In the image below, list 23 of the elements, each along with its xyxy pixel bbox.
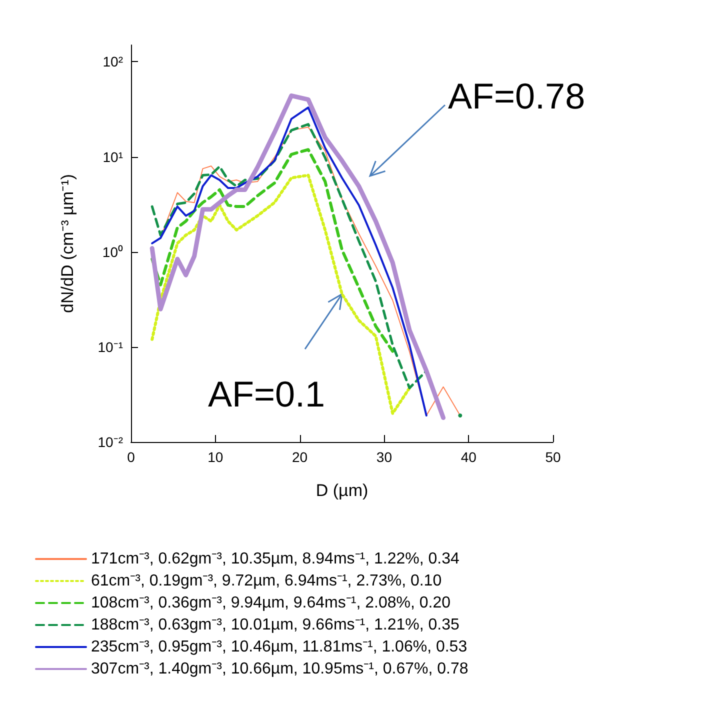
x-tick-label: 20 <box>292 449 308 465</box>
legend-label: 108cm⁻³, 0.36gm⁻³, 9.94µm, 9.64ms⁻¹, 2.08%, 0.20 <box>91 594 451 612</box>
line-series <box>150 174 412 415</box>
y-tick-label: 10⁻¹ <box>98 338 124 355</box>
x-tick-label: 10 <box>208 449 224 465</box>
x-tick-label: 30 <box>376 449 392 465</box>
annotation: AF=0.78 <box>448 76 586 116</box>
y-tick-label: 10⁻² <box>98 434 124 450</box>
legend-label: 235cm⁻³, 0.95gm⁻³, 10.46µm, 11.81ms⁻¹, 1.06%, 0.53 <box>91 638 468 656</box>
y-tick-label: 10⁰ <box>102 244 123 260</box>
x-tick-label: 0 <box>127 449 136 465</box>
x-tick-label: 40 <box>460 449 477 465</box>
legend-label: 188cm⁻³, 0.63gm⁻³, 10.01µm, 9.66ms⁻¹, 1.21%, 0.35 <box>91 616 460 634</box>
y-tick-label: 10² <box>102 54 124 70</box>
annotation: AF=0.1 <box>208 374 326 415</box>
y-axis-title: dN/dD (cm⁻³ µm⁻¹) <box>58 174 77 313</box>
y-tick-label: 10¹ <box>102 148 124 165</box>
legend-label: 61cm⁻³, 0.19gm⁻³, 9.72µm, 6.94ms⁻¹, 2.73%, 0.10 <box>91 572 442 590</box>
x-axis-title: D (µm) <box>316 481 368 500</box>
legend-label: 307cm⁻³, 1.40gm⁻³, 10.66µm, 10.95ms⁻¹, 0.67%, 0.78 <box>91 660 468 678</box>
x-tick-label: 50 <box>545 449 561 465</box>
line-series <box>150 148 394 353</box>
legend-label: 171cm⁻³, 0.62gm⁻³, 10.35µm, 8.94ms⁻¹, 1.22%, 0.34 <box>91 550 460 568</box>
